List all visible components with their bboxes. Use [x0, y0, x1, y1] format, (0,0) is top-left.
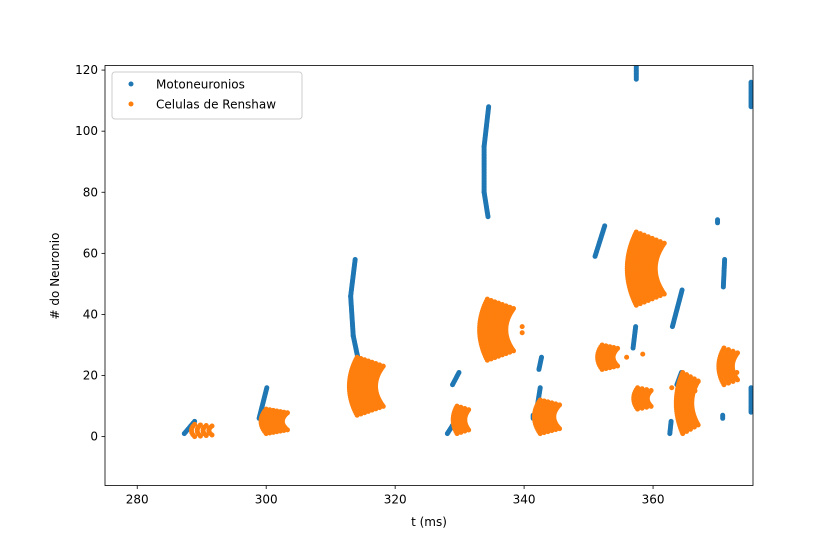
- x-tick-label: 280: [126, 493, 149, 507]
- x-tick-label: 300: [255, 493, 278, 507]
- renshaw-spike: [669, 385, 675, 391]
- motoneuronio-spike: [456, 369, 462, 375]
- motoneuronio-spike: [722, 256, 728, 262]
- motoneuronio-spike: [539, 354, 545, 360]
- motoneuronio-spike: [537, 385, 543, 391]
- motoneuronio-spike: [715, 217, 721, 223]
- motoneuronios-marks: [181, 65, 753, 437]
- motoneuronio-spike: [264, 385, 270, 391]
- x-axis-ticks: 280 300 320 340 360: [126, 485, 665, 507]
- x-tick-label: 340: [513, 493, 536, 507]
- renshaw-spike: [519, 324, 525, 330]
- x-tick-label: 360: [642, 493, 665, 507]
- renshaw-spike: [192, 421, 198, 427]
- renshaw-spike: [209, 423, 215, 429]
- renshaw-spike: [203, 422, 209, 428]
- legend-label-motoneuronios: Motoneuronios: [156, 78, 245, 92]
- motoneuronio-spike: [633, 324, 639, 330]
- renshaw-spike: [735, 350, 741, 356]
- renshaw-spike: [466, 407, 472, 413]
- motoneuronio-spike: [352, 256, 358, 262]
- renshaw-spike: [661, 240, 667, 246]
- renshaw-spike: [637, 231, 643, 237]
- legend-box: [111, 71, 303, 120]
- legend: Motoneuronios Celulas de Renshaw: [111, 71, 303, 120]
- renshaw-spike: [511, 306, 517, 312]
- renshaw-spike: [695, 379, 701, 385]
- y-tick-label: 80: [83, 185, 98, 199]
- renshaw-spike: [284, 410, 290, 416]
- renshaw-spike: [725, 347, 731, 353]
- renshaw-spike: [649, 235, 655, 241]
- renshaw-spike: [687, 374, 693, 380]
- renshaw-spike: [641, 232, 647, 238]
- renshaw-spike: [684, 372, 690, 378]
- motoneuronio-spike: [748, 79, 753, 85]
- legend-marker-motoneuronios: [128, 81, 134, 87]
- renshaw-spike: [680, 369, 686, 375]
- renshaw-spike: [519, 330, 525, 336]
- renshaw-spike: [633, 229, 639, 235]
- renshaw-spike: [692, 388, 698, 394]
- motoneuronio-spike: [679, 287, 685, 293]
- y-axis-ticks: 0 20 40 60 80 100 120: [75, 63, 105, 444]
- legend-marker-renshaw: [128, 101, 134, 107]
- renshaw-spike: [730, 348, 736, 354]
- renshaw-spike: [721, 345, 727, 351]
- x-tick-label: 320: [384, 493, 407, 507]
- motoneuronio-spike: [748, 385, 753, 391]
- renshaw-spike: [557, 402, 563, 408]
- renshaw-spike: [645, 234, 651, 240]
- renshaw-spike: [197, 422, 203, 428]
- plot-area: [181, 65, 753, 440]
- motoneuronio-spike: [668, 418, 674, 424]
- y-tick-label: 100: [75, 124, 98, 138]
- x-axis-label: t (ms): [411, 515, 447, 529]
- renshaw-spike: [734, 369, 740, 375]
- renshaw-spike: [653, 237, 659, 243]
- renshaw-marks: [188, 229, 741, 440]
- motoneuronio-spike: [720, 412, 726, 418]
- legend-label-renshaw: Celulas de Renshaw: [156, 98, 276, 112]
- renshaw-spike: [657, 239, 663, 245]
- axes-frame: [104, 65, 754, 486]
- y-tick-label: 120: [75, 63, 98, 77]
- y-tick-label: 60: [83, 246, 98, 260]
- renshaw-spike: [648, 388, 654, 394]
- y-tick-label: 0: [90, 430, 98, 444]
- renshaw-spike: [380, 363, 386, 369]
- y-axis-label: # do Neuronio: [48, 233, 62, 320]
- y-tick-label: 20: [83, 369, 98, 383]
- motoneuronio-spike: [602, 223, 608, 229]
- y-tick-label: 40: [83, 307, 98, 321]
- renshaw-spike: [615, 345, 621, 351]
- renshaw-spike: [691, 376, 697, 382]
- motoneuronio-spike: [486, 104, 492, 110]
- renshaw-spike: [640, 351, 646, 357]
- renshaw-spike: [624, 354, 630, 360]
